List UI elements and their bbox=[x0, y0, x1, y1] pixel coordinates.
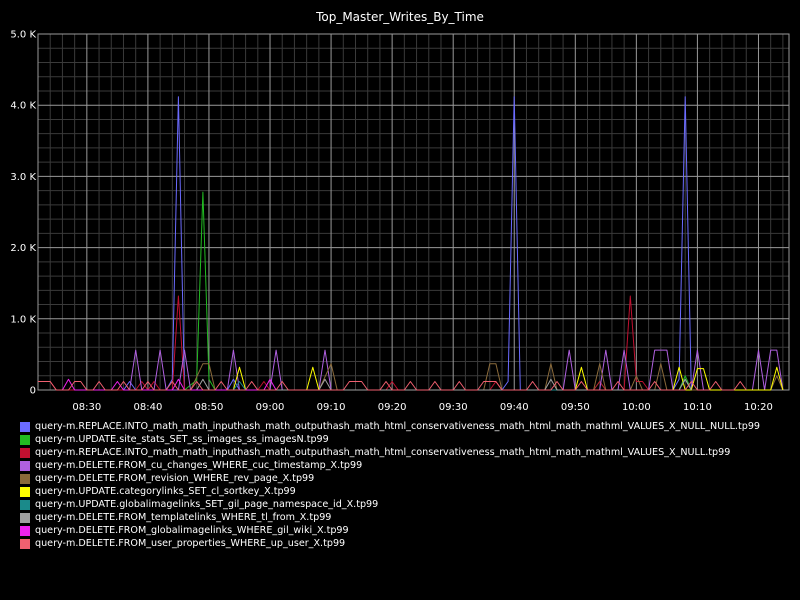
legend-swatch bbox=[20, 473, 30, 484]
legend-item: query-m.UPDATE.site_stats_SET_ss_images_… bbox=[20, 433, 795, 446]
x-tick-label: 10:00 bbox=[622, 402, 651, 413]
chart-title: Top_Master_Writes_By_Time bbox=[315, 10, 484, 24]
legend-item: query-m.DELETE.FROM_user_properties_WHER… bbox=[20, 537, 795, 550]
legend-label: query-m.UPDATE.site_stats_SET_ss_images_… bbox=[35, 434, 329, 445]
x-tick-label: 08:40 bbox=[133, 402, 162, 413]
plot-area bbox=[38, 96, 784, 391]
legend-label: query-m.REPLACE.INTO_math_math_inputhash… bbox=[35, 421, 761, 432]
y-tick-label: 2.0 K bbox=[10, 243, 36, 254]
y-axis: 0 1.0 K 2.0 K 3.0 K 4.0 K 5.0 K bbox=[10, 30, 36, 397]
series-line-3 bbox=[129, 349, 784, 391]
series-line-8 bbox=[61, 378, 277, 391]
legend-item: query-m.DELETE.FROM_globalimagelinks_WHE… bbox=[20, 524, 795, 537]
x-tick-label: 09:10 bbox=[317, 402, 346, 413]
legend-label: query-m.REPLACE.INTO_math_math_inputhash… bbox=[35, 447, 731, 458]
legend-swatch bbox=[20, 525, 30, 536]
x-tick-label: 09:20 bbox=[378, 402, 407, 413]
legend-swatch bbox=[20, 538, 30, 549]
legend-label: query-m.UPDATE.globalimagelinks_SET_gil_… bbox=[35, 499, 379, 510]
legend: query-m.REPLACE.INTO_math_math_inputhash… bbox=[20, 420, 795, 550]
legend-item: query-m.REPLACE.INTO_math_math_inputhash… bbox=[20, 446, 795, 459]
x-tick-label: 09:40 bbox=[500, 402, 529, 413]
x-tick-label: 09:50 bbox=[561, 402, 590, 413]
x-axis: 08:30 08:40 08:50 09:00 09:10 09:20 09:30 09:40… bbox=[72, 402, 772, 413]
x-tick-label: 08:50 bbox=[195, 402, 224, 413]
legend-item: query-m.UPDATE.globalimagelinks_SET_gil_… bbox=[20, 498, 795, 511]
plot-border bbox=[37, 33, 790, 391]
legend-label: query-m.DELETE.FROM_cu_changes_WHERE_cuc… bbox=[35, 460, 363, 471]
legend-swatch bbox=[20, 499, 30, 510]
series-line-1 bbox=[184, 191, 692, 391]
legend-item: query-m.UPDATE.categorylinks_SET_cl_sort… bbox=[20, 485, 795, 498]
legend-item: query-m.DELETE.FROM_revision_WHERE_rev_p… bbox=[20, 472, 795, 485]
legend-item: query-m.DELETE.FROM_templatelinks_WHERE_… bbox=[20, 511, 795, 524]
y-tick-label: 3.0 K bbox=[10, 172, 36, 183]
legend-swatch bbox=[20, 421, 30, 432]
legend-swatch bbox=[20, 447, 30, 458]
legend-item: query-m.REPLACE.INTO_math_math_inputhash… bbox=[20, 420, 795, 433]
legend-label: query-m.DELETE.FROM_revision_WHERE_rev_p… bbox=[35, 473, 315, 484]
legend-swatch bbox=[20, 434, 30, 445]
legend-swatch bbox=[20, 486, 30, 497]
series-line-9 bbox=[38, 381, 747, 391]
y-tick-label: 4.0 K bbox=[10, 101, 36, 112]
y-tick-label: 1.0 K bbox=[10, 314, 36, 325]
x-tick-label: 09:30 bbox=[439, 402, 468, 413]
x-tick-label: 10:10 bbox=[683, 402, 712, 413]
legend-swatch bbox=[20, 460, 30, 471]
x-tick-label: 09:00 bbox=[256, 402, 285, 413]
grid bbox=[37, 33, 790, 391]
legend-label: query-m.DELETE.FROM_globalimagelinks_WHE… bbox=[35, 525, 349, 536]
legend-label: query-m.DELETE.FROM_user_properties_WHER… bbox=[35, 538, 346, 549]
y-tick-label: 5.0 K bbox=[10, 30, 36, 41]
legend-item: query-m.DELETE.FROM_cu_changes_WHERE_cuc… bbox=[20, 459, 795, 472]
x-tick-label: 08:30 bbox=[72, 402, 101, 413]
legend-label: query-m.UPDATE.categorylinks_SET_cl_sort… bbox=[35, 486, 296, 497]
x-tick-label: 10:20 bbox=[744, 402, 773, 413]
legend-swatch bbox=[20, 512, 30, 523]
y-tick-label: 0 bbox=[30, 386, 36, 397]
series-line-7 bbox=[196, 378, 692, 391]
legend-label: query-m.DELETE.FROM_templatelinks_WHERE_… bbox=[35, 512, 332, 523]
